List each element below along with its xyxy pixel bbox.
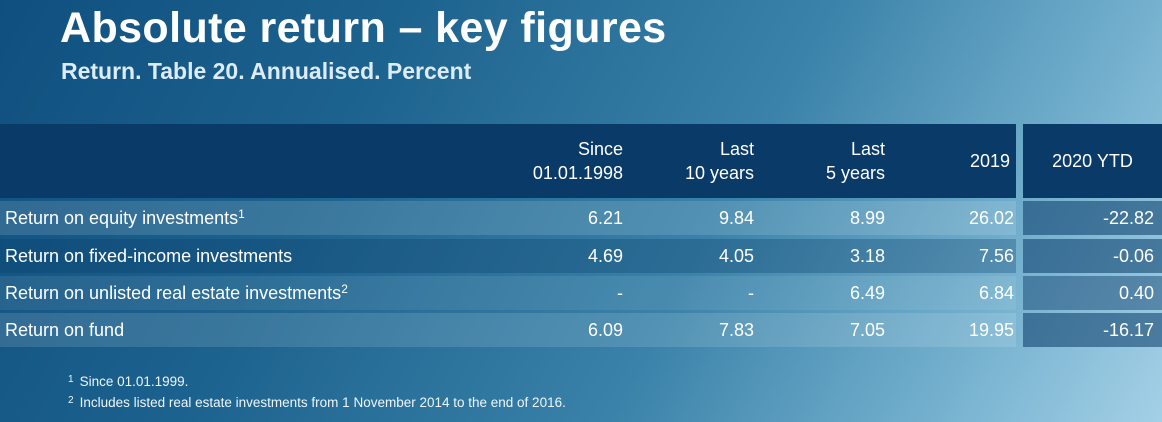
row-band-ytd (1023, 201, 1162, 235)
table-cell: -0.06 (1112, 246, 1154, 266)
table-cell: 6.84 (978, 283, 1014, 303)
table-cell: - (748, 283, 754, 303)
table-cell: 4.69 (587, 246, 623, 266)
table-cell: -16.17 (1102, 320, 1154, 340)
footnote-marker: 2 (341, 282, 348, 296)
table-cell: -22.82 (1102, 208, 1154, 228)
table-row-label: Return on fixed-income investments (5, 246, 293, 266)
table-cell: 6.21 (587, 208, 623, 228)
table-cell: 7.05 (849, 320, 885, 340)
table-cell: 4.05 (718, 246, 754, 266)
table-header-background (0, 124, 1016, 198)
table-cell: 9.84 (718, 208, 754, 228)
table-row-label: Return on unlisted real estate investmen… (5, 282, 348, 303)
row-band (0, 239, 1016, 273)
column-header-2020-ytd: 2020 YTD (1052, 151, 1133, 171)
table-cell: 6.49 (849, 283, 885, 303)
table-row-label: Return on fund (5, 320, 125, 340)
row-band (0, 201, 1016, 235)
row-band (0, 276, 1016, 310)
column-header-since-1998: Since 01.01.1998 (532, 139, 623, 183)
table-cell: 26.02 (968, 208, 1014, 228)
table-cell: 6.09 (587, 320, 623, 340)
row-band-ytd (1023, 239, 1162, 273)
column-header-last-10-years: Last 10 years (684, 139, 754, 183)
table-cell: 3.18 (849, 246, 885, 266)
page-subtitle: Return. Table 20. Annualised. Percent (61, 58, 472, 84)
footnote-marker: 1 (238, 207, 245, 221)
table-cell: 19.95 (968, 320, 1014, 340)
table-header-background-ytd (1023, 124, 1162, 198)
table-cell: 7.56 (978, 246, 1014, 266)
table-cell: - (617, 283, 623, 303)
key-figures-table: Since 01.01.1998 Last 10 years Last 5 years… (0, 124, 1162, 350)
page-title: Absolute return – key figures (60, 4, 667, 52)
row-band (0, 313, 1016, 347)
table-cell: 8.99 (849, 208, 885, 228)
footnotes: 1 Since 01.01.1999. 2 Includes listed real… (68, 372, 566, 414)
footnote: 1 Since 01.01.1999. (68, 374, 189, 389)
column-header-2019: 2019 (969, 151, 1010, 171)
row-band-ytd (1023, 313, 1162, 347)
row-band-ytd (1023, 276, 1162, 310)
column-header-last-5-years: Last 5 years (825, 139, 885, 183)
table-cell: 0.40 (1118, 283, 1154, 303)
footnote: 2 Includes listed real estate investments… (68, 395, 566, 410)
table-cell: 7.83 (718, 320, 754, 340)
table-row-label: Return on equity investments1 (5, 207, 245, 228)
